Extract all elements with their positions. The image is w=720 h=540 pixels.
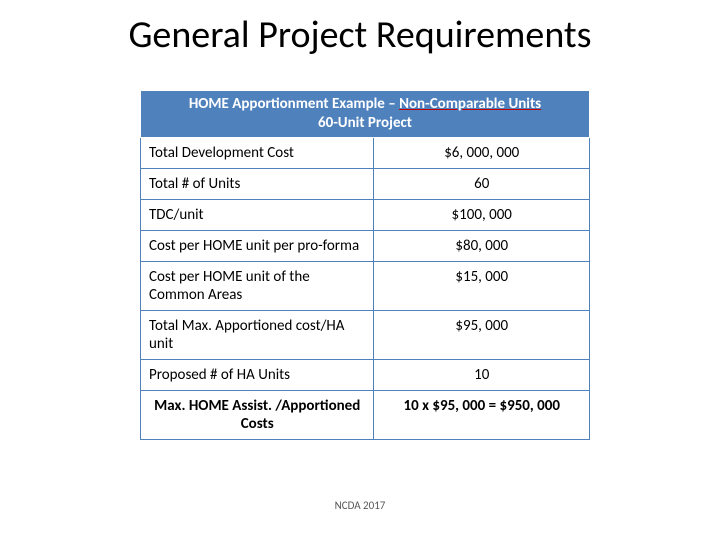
table-row: Total Max. Apportioned cost/HA unit $95,… (141, 310, 590, 359)
slide: General Project Requirements HOME Apport… (0, 0, 720, 540)
table-row: TDC/unit $100, 000 (141, 199, 590, 230)
row-value: $95, 000 (374, 310, 590, 359)
row-value: $15, 000 (374, 261, 590, 310)
table-row: Cost per HOME unit of the Common Areas $… (141, 261, 590, 310)
row-label: Total Max. Apportioned cost/HA unit (141, 310, 374, 359)
table-body: Total Development Cost $6, 000, 000 Tota… (141, 137, 590, 439)
row-label: Total Development Cost (141, 137, 374, 168)
summary-label: Max. HOME Assist. /Apportioned Costs (141, 390, 374, 439)
table-row: Proposed # of HA Units 10 (141, 359, 590, 390)
apportionment-table: HOME Apportionment Example – Non-Compara… (140, 90, 590, 440)
table-header: HOME Apportionment Example – Non-Compara… (141, 91, 590, 138)
header-line2: 60-Unit Project (318, 114, 412, 132)
row-label: Proposed # of HA Units (141, 359, 374, 390)
row-label: Cost per HOME unit per pro-forma (141, 230, 374, 261)
row-value: 60 (374, 168, 590, 199)
row-value: $80, 000 (374, 230, 590, 261)
row-label: TDC/unit (141, 199, 374, 230)
row-value: $6, 000, 000 (374, 137, 590, 168)
row-label: Total # of Units (141, 168, 374, 199)
table-row: Cost per HOME unit per pro-forma $80, 00… (141, 230, 590, 261)
table-header-row: HOME Apportionment Example – Non-Compara… (141, 91, 590, 138)
table-row: Total # of Units 60 (141, 168, 590, 199)
table-row: Total Development Cost $6, 000, 000 (141, 137, 590, 168)
header-underlined: Non-Comparable Units (399, 95, 541, 113)
row-label: Cost per HOME unit of the Common Areas (141, 261, 374, 310)
page-title: General Project Requirements (0, 12, 720, 58)
table-row-summary: Max. HOME Assist. /Apportioned Costs 10 … (141, 390, 590, 439)
summary-value: 10 x $95, 000 = $950, 000 (374, 390, 590, 439)
row-value: $100, 000 (374, 199, 590, 230)
apportionment-table-container: HOME Apportionment Example – Non-Compara… (140, 90, 590, 440)
row-value: 10 (374, 359, 590, 390)
footer-text: NCDA 2017 (0, 499, 720, 512)
header-prefix: HOME Apportionment Example – (189, 95, 399, 113)
